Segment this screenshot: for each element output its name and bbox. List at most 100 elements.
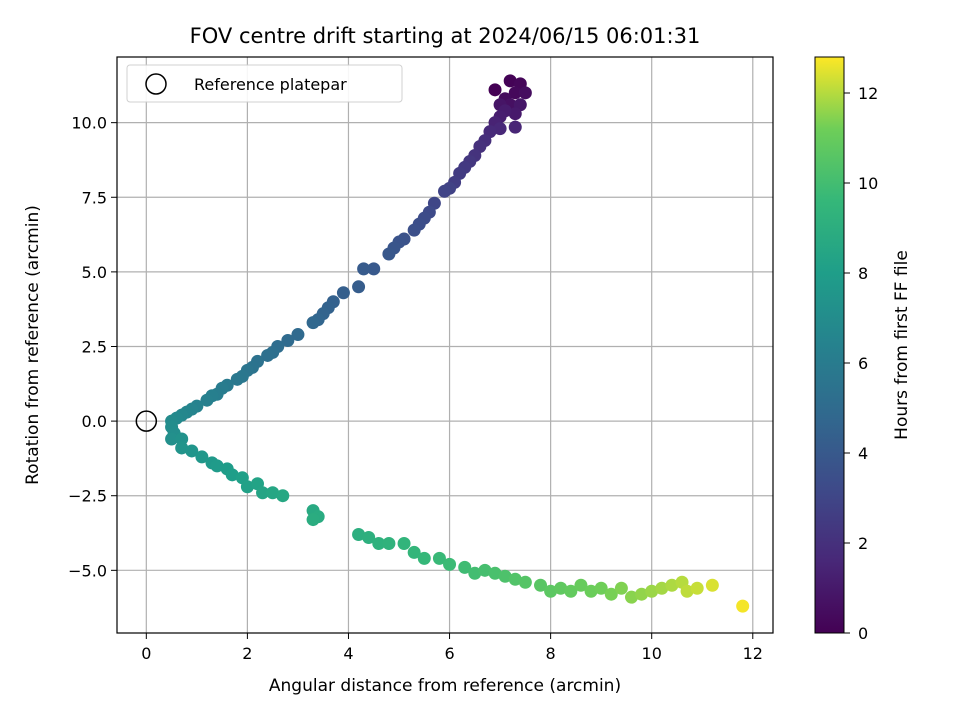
data-point xyxy=(175,432,189,446)
data-point xyxy=(508,120,522,134)
reference-point xyxy=(135,410,158,432)
data-point xyxy=(690,581,704,595)
x-axis-label: Angular distance from reference (arcmin) xyxy=(269,676,621,696)
data-point xyxy=(266,486,280,500)
chart-title: FOV centre drift starting at 2024/06/15 … xyxy=(190,24,701,48)
data-point xyxy=(508,572,522,586)
legend-marker xyxy=(145,73,167,95)
colorbar-gradient xyxy=(814,56,845,634)
data-point xyxy=(665,578,679,592)
data-point xyxy=(584,584,598,598)
data-point xyxy=(407,545,421,559)
data-point xyxy=(488,566,502,580)
colorbar-tick-label: 2 xyxy=(858,534,868,553)
data-point xyxy=(417,551,431,565)
colorbar-label: Hours from first FF file xyxy=(892,250,912,440)
data-point xyxy=(635,587,649,601)
data-points xyxy=(165,74,750,613)
data-point xyxy=(503,74,517,88)
data-point xyxy=(175,441,189,455)
colorbar-tick-label: 0 xyxy=(858,624,868,643)
legend-box xyxy=(126,64,403,103)
data-point xyxy=(554,581,568,595)
data-point xyxy=(407,223,421,237)
grid xyxy=(117,57,773,633)
data-point xyxy=(210,459,224,473)
data-point xyxy=(437,184,451,198)
data-point xyxy=(362,530,376,544)
data-point xyxy=(240,480,254,494)
x-tick-label: 0 xyxy=(141,644,151,663)
data-point xyxy=(336,286,350,300)
data-point xyxy=(306,513,320,527)
data-point xyxy=(736,599,750,613)
data-point xyxy=(564,584,578,598)
data-point xyxy=(458,560,472,574)
y-tick-label: 7.5 xyxy=(82,188,107,207)
data-point xyxy=(230,372,244,386)
data-point xyxy=(574,578,588,592)
data-point xyxy=(256,486,270,500)
y-tick-label: 5.0 xyxy=(82,263,107,282)
data-point xyxy=(372,536,386,550)
x-axis: 0 2 4 6 8 10 12 xyxy=(141,633,763,663)
data-point xyxy=(352,528,366,542)
data-point xyxy=(493,122,507,136)
data-point xyxy=(624,590,638,604)
y-tick-label: 0.0 xyxy=(82,412,107,431)
data-point xyxy=(225,468,239,482)
data-point xyxy=(352,280,366,294)
data-point xyxy=(185,444,199,458)
data-point xyxy=(478,563,492,577)
data-point xyxy=(306,316,320,330)
x-tick-label: 12 xyxy=(743,644,763,663)
data-point xyxy=(165,432,179,446)
data-point xyxy=(291,328,305,342)
colorbar-ticks: 0 2 4 6 8 10 12 xyxy=(844,84,878,643)
data-point xyxy=(468,566,482,580)
colorbar-tick-label: 4 xyxy=(858,444,868,463)
y-axis-label: Rotation from reference (arcmin) xyxy=(23,205,43,485)
data-point xyxy=(382,536,396,550)
data-point xyxy=(200,393,214,407)
data-point xyxy=(195,450,209,464)
colorbar: 0 2 4 6 8 10 12 Hours from first FF file xyxy=(814,56,912,643)
y-tick-label: −5.0 xyxy=(68,561,107,580)
data-point xyxy=(498,569,512,583)
plot-frame xyxy=(116,56,774,634)
data-point xyxy=(518,86,532,100)
y-tick-label: 10.0 xyxy=(71,114,107,133)
data-point xyxy=(705,578,719,592)
x-tick-label: 2 xyxy=(242,644,252,663)
data-point xyxy=(382,247,396,261)
data-point xyxy=(443,557,457,571)
data-point xyxy=(508,86,522,100)
data-point xyxy=(281,334,295,348)
data-point xyxy=(544,584,558,598)
x-tick-label: 4 xyxy=(343,644,353,663)
colorbar-tick-label: 10 xyxy=(858,174,878,193)
colorbar-tick-label: 12 xyxy=(858,84,878,103)
data-point xyxy=(534,578,548,592)
data-point xyxy=(276,489,290,503)
data-point xyxy=(488,83,502,97)
x-tick-label: 10 xyxy=(642,644,662,663)
data-point xyxy=(367,262,381,276)
y-tick-label: −2.5 xyxy=(68,487,107,506)
legend-label: Reference platepar xyxy=(194,75,347,94)
colorbar-tick-label: 6 xyxy=(858,354,868,373)
data-point xyxy=(604,587,618,601)
y-tick-label: 2.5 xyxy=(82,337,107,356)
data-point xyxy=(680,584,694,598)
y-axis: −5.0 −2.5 0.0 2.5 5.0 7.5 10.0 xyxy=(68,114,117,580)
data-point xyxy=(594,581,608,595)
data-point xyxy=(614,581,628,595)
colorbar-tick-label: 8 xyxy=(858,264,868,283)
data-point xyxy=(645,584,659,598)
data-point xyxy=(655,581,669,595)
data-point xyxy=(397,536,411,550)
legend: Reference platepar xyxy=(126,64,403,103)
x-tick-label: 8 xyxy=(546,644,556,663)
data-point xyxy=(432,551,446,565)
